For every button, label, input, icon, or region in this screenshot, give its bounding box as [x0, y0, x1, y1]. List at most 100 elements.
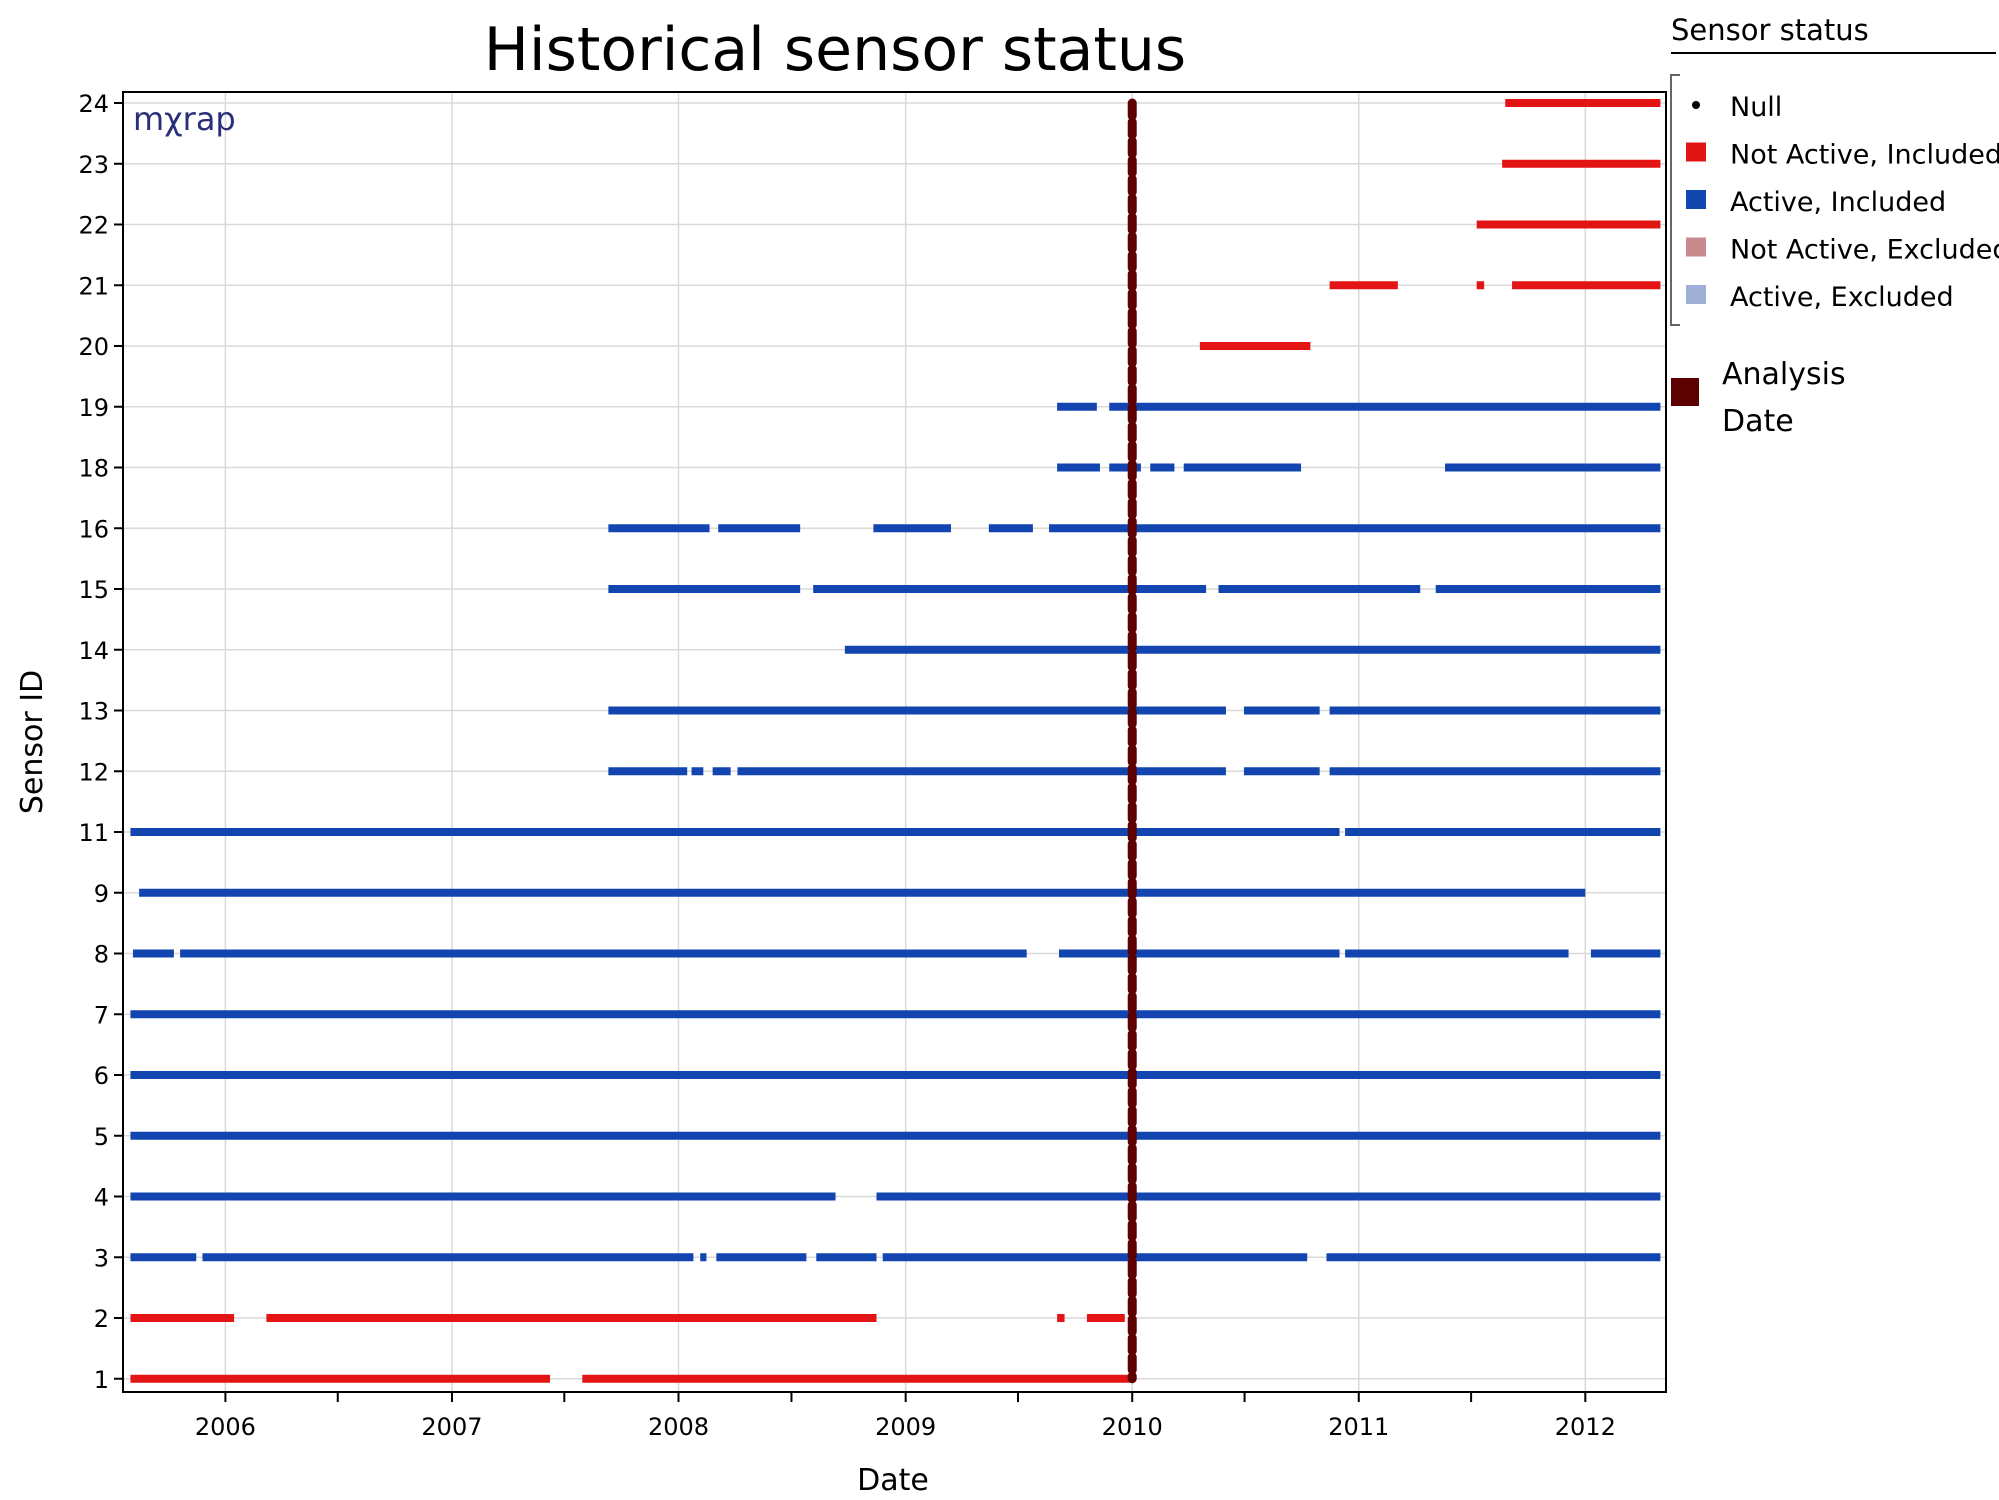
legend-swatch-not-active-included — [1686, 142, 1706, 162]
bar-sensor-16-segment-2 — [718, 524, 801, 533]
plot-frame — [122, 91, 1667, 1393]
x-tick-label-2010: 2010 — [1102, 1413, 1163, 1441]
y-tick-label-8: 8 — [94, 941, 109, 969]
bar-sensor-15-segment-1 — [608, 585, 801, 593]
y-tick-label-9: 9 — [94, 880, 109, 908]
bar-sensor-20-segment-1 — [1199, 342, 1311, 350]
bar-sensor-18-segment-1 — [1057, 463, 1100, 472]
x-tick-label-2012: 2012 — [1555, 1413, 1616, 1441]
legend-label-not-active-excluded: Not Active, Excluded — [1730, 235, 1999, 266]
y-tick-label-23: 23 — [78, 151, 109, 179]
y-axis-label: Sensor ID — [15, 670, 50, 814]
x-tick-label-2007: 2007 — [421, 1413, 482, 1441]
bar-sensor-16-segment-4 — [988, 524, 1033, 533]
bar-sensor-18-segment-2 — [1109, 463, 1141, 472]
y-tick-label-24: 24 — [78, 90, 109, 118]
chart-title: Historical sensor status — [484, 15, 1186, 85]
bar-sensor-19-segment-1 — [1057, 402, 1097, 411]
bar-sensor-2-segment-4 — [1086, 1314, 1125, 1322]
bar-sensor-18-segment-4 — [1183, 463, 1302, 472]
legend: Sensor status Null Not Active, Included Ac… — [1670, 13, 1999, 439]
y-tick-label-21: 21 — [78, 272, 109, 300]
bar-sensor-15-segment-4 — [1435, 585, 1661, 593]
legend-box-frame — [1670, 74, 1680, 326]
bar-sensor-1-segment-2 — [582, 1374, 1131, 1383]
y-tick-label-19: 19 — [78, 394, 109, 422]
x-tick-label-2011: 2011 — [1328, 1413, 1389, 1441]
bar-sensor-3-segment-6 — [882, 1253, 1308, 1262]
bar-sensor-12-segment-3 — [712, 767, 731, 776]
legend-entries: Null Not Active, Included Active, Included… — [1686, 92, 1999, 313]
bar-sensor-12-segment-2 — [691, 767, 704, 776]
bar-sensor-15-segment-2 — [813, 585, 1207, 593]
y-tick-label-6: 6 — [94, 1062, 109, 1090]
bar-sensor-4-segment-2 — [876, 1192, 1661, 1201]
x-tick-label-2006: 2006 — [195, 1413, 256, 1441]
bar-sensor-2-segment-3 — [1057, 1314, 1065, 1322]
bar-sensor-12-segment-1 — [608, 767, 688, 776]
y-tick-label-18: 18 — [78, 455, 109, 483]
bar-sensor-24-segment-1 — [1505, 99, 1661, 107]
y-tick-label-3: 3 — [94, 1244, 109, 1272]
bar-sensor-3-segment-3 — [700, 1253, 707, 1262]
bar-sensor-18-segment-3 — [1150, 463, 1175, 472]
bar-sensor-8-segment-2 — [180, 949, 1027, 958]
bar-sensor-23-segment-1 — [1502, 159, 1661, 168]
bar-sensor-21-segment-3 — [1512, 281, 1661, 290]
x-tick-label-2008: 2008 — [648, 1413, 709, 1441]
bar-sensor-18-segment-5 — [1445, 463, 1661, 472]
y-tick-label-20: 20 — [78, 333, 109, 361]
bar-sensor-2-segment-1 — [130, 1314, 235, 1322]
legend-label-not-active-included: Not Active, Included — [1730, 140, 1999, 171]
bar-sensor-15-segment-3 — [1218, 585, 1421, 593]
bar-sensor-21-segment-2 — [1476, 281, 1485, 290]
y-tick-label-2: 2 — [94, 1305, 109, 1333]
bar-sensor-12-segment-6 — [1329, 767, 1661, 776]
bar-sensor-6-segment-1 — [130, 1071, 1661, 1079]
y-tick-label-16: 16 — [78, 515, 109, 543]
legend-swatch-active-included — [1686, 190, 1706, 209]
bar-sensor-7-segment-1 — [130, 1010, 1661, 1019]
legend-swatch-active-excluded — [1686, 285, 1706, 304]
bar-sensor-16-segment-1 — [608, 524, 710, 533]
bar-sensor-4-segment-1 — [130, 1192, 836, 1201]
legend-analysis-date-label-line1: Analysis — [1722, 357, 1846, 392]
bar-sensor-16-segment-3 — [873, 524, 951, 533]
watermark-logo: mχrap — [133, 100, 236, 138]
bar-sensor-5-segment-1 — [130, 1131, 1661, 1140]
bar-sensor-8-segment-4 — [1345, 949, 1569, 958]
y-tick-label-7: 7 — [94, 1001, 109, 1029]
y-tick-label-4: 4 — [94, 1184, 109, 1212]
bar-sensor-3-segment-7 — [1326, 1253, 1661, 1262]
bar-sensor-3-segment-1 — [130, 1253, 197, 1262]
bar-sensor-2-segment-2 — [266, 1314, 877, 1322]
bar-sensor-12-segment-4 — [737, 767, 1226, 776]
y-tick-label-15: 15 — [78, 576, 109, 604]
bar-sensor-8-segment-5 — [1590, 949, 1661, 958]
legend-title: Sensor status — [1671, 13, 1869, 47]
bar-sensor-13-segment-2 — [1243, 706, 1320, 715]
bar-sensor-1-segment-1 — [130, 1374, 551, 1383]
y-tick-label-14: 14 — [78, 637, 109, 665]
legend-analysis-date-label-line2: Date — [1722, 404, 1794, 439]
bar-sensor-12-segment-5 — [1243, 767, 1320, 776]
x-axis-label: Date — [857, 1463, 929, 1498]
bar-sensor-8-segment-3 — [1058, 949, 1340, 958]
bar-sensor-16-segment-5 — [1049, 524, 1661, 533]
bar-sensor-11-segment-2 — [1345, 828, 1661, 836]
bar-sensor-13-segment-3 — [1329, 706, 1661, 715]
x-tick-label-2009: 2009 — [875, 1413, 936, 1441]
bar-sensor-9-segment-1 — [139, 888, 1586, 897]
bar-sensor-8-segment-1 — [132, 949, 174, 958]
bar-sensor-14-segment-1 — [844, 645, 1661, 654]
y-tick-label-13: 13 — [78, 698, 109, 726]
y-tick-label-12: 12 — [78, 758, 109, 786]
bar-sensor-3-segment-2 — [202, 1253, 694, 1262]
legend-label-active-included: Active, Included — [1730, 187, 1946, 218]
bar-sensor-13-segment-1 — [608, 706, 1226, 715]
bar-sensor-3-segment-5 — [816, 1253, 877, 1262]
bar-sensor-22-segment-1 — [1476, 220, 1661, 229]
bar-sensor-3-segment-4 — [716, 1253, 807, 1262]
